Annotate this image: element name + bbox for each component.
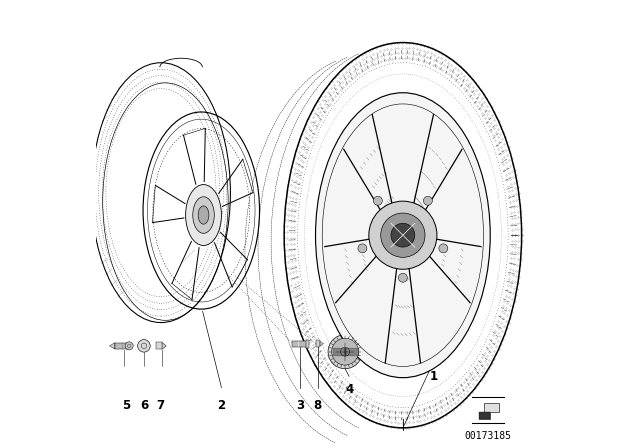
Ellipse shape — [381, 213, 425, 257]
Ellipse shape — [398, 273, 408, 282]
Bar — [292, 341, 306, 347]
Ellipse shape — [439, 244, 448, 253]
Ellipse shape — [358, 244, 367, 253]
Ellipse shape — [424, 196, 433, 205]
Polygon shape — [109, 343, 115, 349]
Text: 5: 5 — [122, 399, 130, 412]
Ellipse shape — [316, 93, 490, 378]
Polygon shape — [479, 412, 490, 419]
Ellipse shape — [125, 342, 133, 350]
Ellipse shape — [369, 201, 437, 269]
Ellipse shape — [332, 338, 358, 365]
Text: 6: 6 — [140, 399, 148, 412]
Ellipse shape — [328, 335, 362, 369]
Text: 8: 8 — [314, 399, 322, 412]
Polygon shape — [320, 341, 324, 346]
Bar — [115, 343, 129, 349]
Ellipse shape — [193, 197, 214, 233]
Bar — [156, 342, 162, 349]
Text: 1: 1 — [430, 370, 438, 383]
Ellipse shape — [391, 223, 415, 247]
Ellipse shape — [138, 340, 150, 352]
Polygon shape — [162, 342, 166, 349]
Text: 7: 7 — [156, 399, 164, 412]
Polygon shape — [316, 340, 320, 347]
Text: 2: 2 — [218, 399, 225, 412]
Bar — [306, 340, 309, 348]
Ellipse shape — [198, 206, 209, 224]
Ellipse shape — [373, 196, 382, 205]
Ellipse shape — [186, 185, 221, 246]
Text: 3: 3 — [296, 399, 304, 412]
Text: 4: 4 — [345, 383, 353, 396]
Polygon shape — [479, 403, 499, 419]
Text: 00173185: 00173185 — [465, 431, 511, 441]
